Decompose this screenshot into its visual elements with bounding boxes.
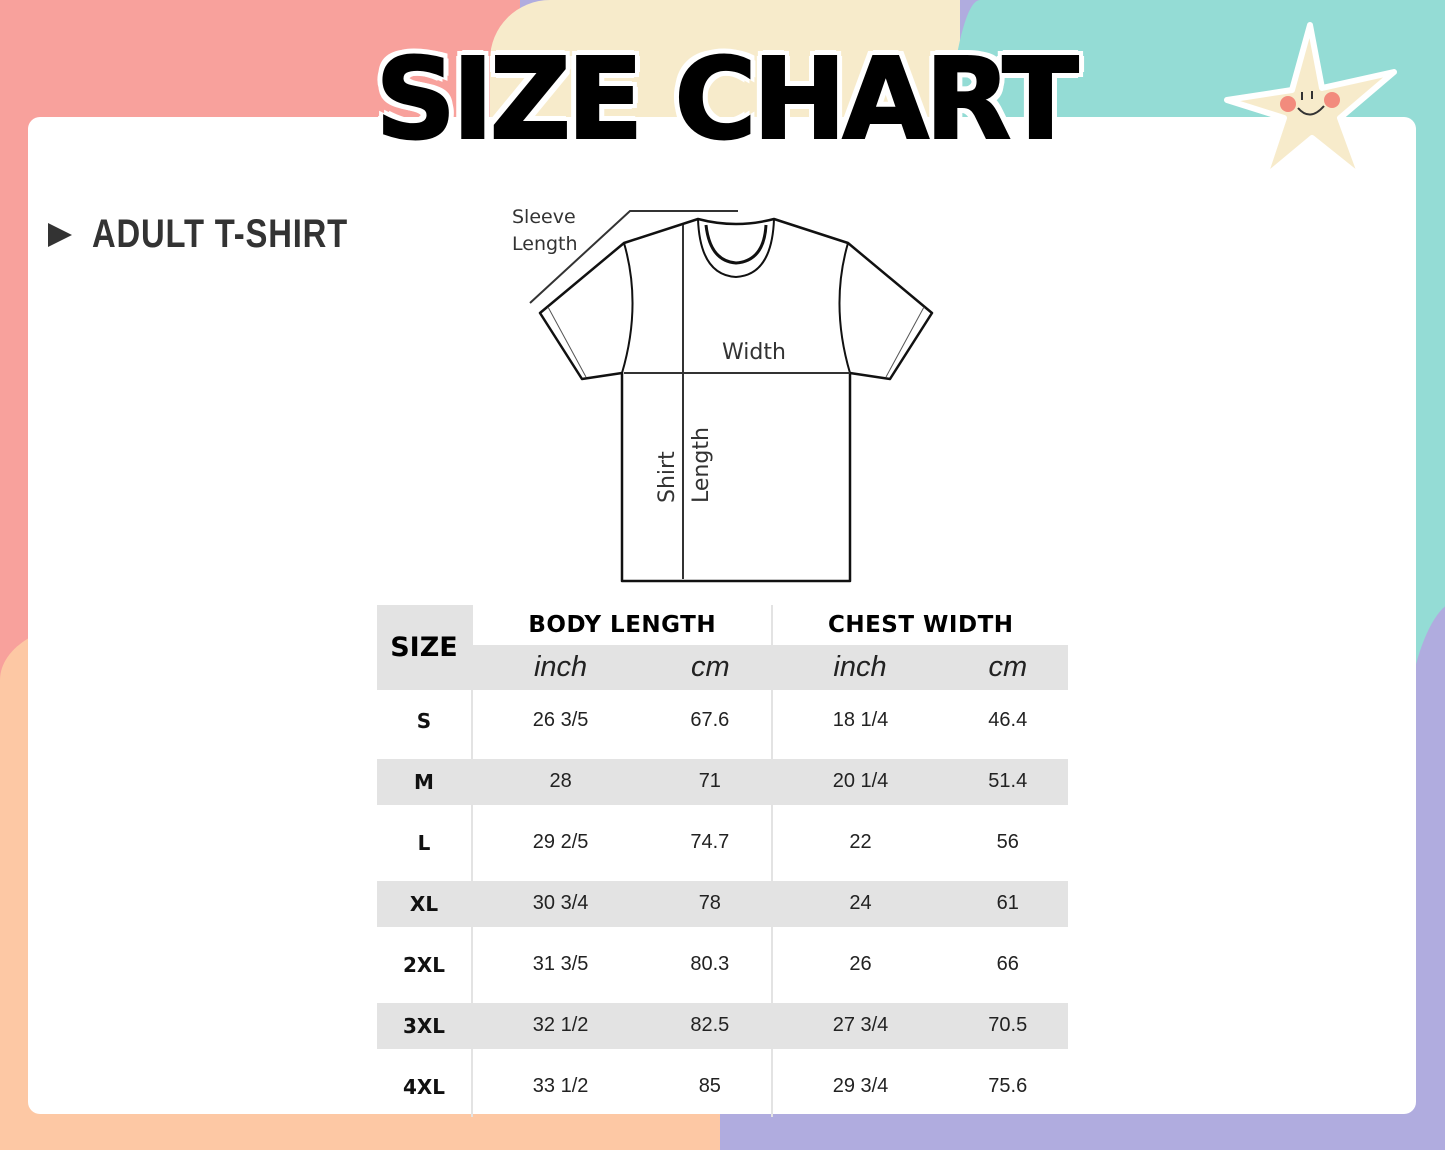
table-row: XL 30 3/4 78 24 61 bbox=[377, 873, 1068, 934]
heading-text: ADULT T-SHIRT bbox=[92, 212, 349, 256]
tshirt-diagram: Sleeve Length Width Shirt Length bbox=[512, 206, 934, 583]
unit-header: cm bbox=[648, 645, 773, 690]
value-cell: 61 bbox=[947, 873, 1068, 934]
value-cell: 22 bbox=[771, 812, 948, 873]
value-cell: 30 3/4 bbox=[470, 873, 649, 934]
value-cell: 31 3/5 bbox=[470, 934, 649, 995]
size-cell: S bbox=[416, 708, 432, 733]
unit-header: inch bbox=[472, 645, 649, 690]
width-label: Width bbox=[722, 340, 786, 365]
value-cell: 66 bbox=[996, 953, 1019, 975]
sleeve-label-1: Sleeve bbox=[512, 206, 576, 228]
size-cell: 3XL bbox=[377, 995, 472, 1056]
value-cell: 80.3 bbox=[690, 953, 730, 975]
value-cell: 85 bbox=[698, 1075, 721, 1097]
size-cell: 2XL bbox=[402, 952, 446, 977]
size-header: SIZE bbox=[377, 605, 473, 690]
value-cell: 18 1/4 bbox=[771, 690, 948, 751]
section-heading: ADULT T-SHIRT bbox=[48, 212, 404, 257]
value-cell: 20 1/4 bbox=[771, 751, 948, 812]
size-cell: XL bbox=[377, 873, 472, 934]
table-row: L 29 2/5 74.7 22 56 bbox=[377, 812, 1068, 873]
star-mascot-icon bbox=[1224, 22, 1397, 181]
unit-header: inch bbox=[772, 645, 948, 690]
value-cell: 26 bbox=[771, 934, 948, 995]
value-cell: 56 bbox=[996, 831, 1019, 853]
value-cell: 78 bbox=[648, 873, 773, 934]
value-cell: 75.6 bbox=[988, 1075, 1028, 1097]
size-table: SIZE BODY LENGTH CHEST WIDTH inch cm inc… bbox=[377, 605, 1068, 1117]
size-cell: 4XL bbox=[402, 1074, 446, 1099]
table-row: 2XL 31 3/5 80.3 26 66 bbox=[377, 934, 1068, 995]
table-row: S 26 3/5 67.6 18 1/4 46.4 bbox=[377, 690, 1068, 751]
value-cell: 71 bbox=[648, 751, 773, 812]
value-cell: 24 bbox=[771, 873, 948, 934]
value-cell: 29 2/5 bbox=[470, 812, 649, 873]
size-cell: M bbox=[377, 751, 472, 812]
value-cell: 28 bbox=[470, 751, 649, 812]
table-row: 3XL 32 1/2 82.5 27 3/4 70.5 bbox=[377, 995, 1068, 1056]
shirt-length-label-2: Length bbox=[689, 427, 714, 503]
value-cell: 26 3/5 bbox=[470, 690, 649, 751]
body-length-header: BODY LENGTH bbox=[528, 612, 717, 638]
unit-header: cm bbox=[947, 645, 1068, 690]
value-cell: 67.6 bbox=[690, 709, 730, 731]
value-cell: 51.4 bbox=[947, 751, 1068, 812]
value-cell: 33 1/2 bbox=[470, 1056, 649, 1117]
sleeve-label-2: Length bbox=[512, 233, 578, 255]
page-title: SIZE CHART bbox=[374, 34, 1079, 166]
value-cell: 82.5 bbox=[648, 995, 773, 1056]
value-cell: 74.7 bbox=[690, 831, 730, 853]
value-cell: 46.4 bbox=[988, 709, 1028, 731]
value-cell: 27 3/4 bbox=[771, 995, 948, 1056]
value-cell: 29 3/4 bbox=[771, 1056, 948, 1117]
table-row: M 28 71 20 1/4 51.4 bbox=[377, 751, 1068, 812]
value-cell: 70.5 bbox=[947, 995, 1068, 1056]
size-cell: L bbox=[417, 830, 431, 855]
value-cell: 32 1/2 bbox=[470, 995, 649, 1056]
shirt-length-label-1: Shirt bbox=[655, 451, 680, 503]
chest-width-header: CHEST WIDTH bbox=[771, 605, 1068, 645]
table-row: 4XL 33 1/2 85 29 3/4 75.6 bbox=[377, 1056, 1068, 1117]
triangle-bullet-icon bbox=[48, 222, 72, 247]
